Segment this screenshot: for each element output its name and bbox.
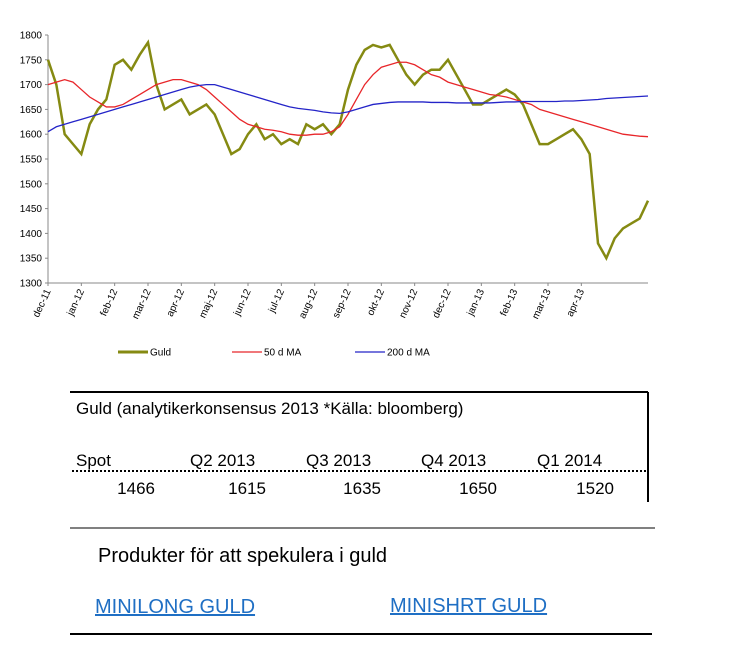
- x-tick-label: dec-11: [31, 287, 54, 319]
- x-tick-label: apr-13: [565, 287, 587, 318]
- x-tick-label: nov-12: [397, 287, 420, 320]
- y-tick-label: 1450: [20, 204, 43, 215]
- y-tick-label: 1350: [20, 254, 43, 265]
- x-tick-label: jun-12: [232, 287, 254, 318]
- x-tick-label: jan-13: [465, 287, 487, 318]
- x-tick-label: sep-12: [331, 287, 354, 320]
- column-header: Q2 2013: [190, 451, 255, 470]
- x-tick-label: feb-13: [498, 287, 520, 318]
- y-tick-label: 1550: [20, 155, 43, 166]
- x-tick-label: maj-12: [197, 287, 220, 320]
- products-heading: Produkter för att spekulera i guld: [98, 545, 387, 567]
- y-tick-label: 1300: [20, 279, 43, 290]
- y-tick-label: 1500: [20, 179, 43, 190]
- column-header: Q1 2014: [537, 451, 602, 470]
- table-title: Guld (analytikerkonsensus 2013 *Källa: b…: [76, 399, 463, 418]
- x-tick-label: mar-13: [530, 287, 554, 321]
- link[interactable]: MINISHRT GULD: [390, 595, 547, 617]
- series-line: [46, 39, 650, 262]
- y-tick-label: 1600: [20, 130, 43, 141]
- x-tick-label: jul-12: [266, 287, 287, 315]
- cell: 1520: [576, 479, 614, 498]
- x-tick-label: dec-12: [431, 287, 454, 320]
- series-line: [47, 83, 649, 133]
- x-tick-label: apr-12: [165, 287, 187, 318]
- column-header: Spot: [76, 451, 111, 470]
- legend-label: 50 d MA: [264, 348, 302, 359]
- x-tick-label: aug-12: [297, 287, 320, 320]
- cell: 1635: [343, 479, 381, 498]
- x-tick-label: okt-12: [365, 287, 387, 317]
- x-tick-label: mar-12: [130, 287, 154, 321]
- cell: 1650: [459, 479, 497, 498]
- cell: 1466: [117, 479, 155, 498]
- column-header: Q4 2013: [421, 451, 486, 470]
- y-tick-label: 1750: [20, 55, 43, 66]
- y-tick-label: 1800: [20, 31, 43, 42]
- cell: 1615: [228, 479, 266, 498]
- y-tick-label: 1650: [20, 105, 43, 116]
- y-tick-label: 1700: [20, 80, 43, 91]
- series-line: [47, 61, 649, 138]
- y-tick-label: 1400: [20, 229, 43, 240]
- column-header: Q3 2013: [306, 451, 371, 470]
- legend-label: 200 d MA: [387, 348, 430, 359]
- legend-label: Guld: [150, 348, 171, 359]
- link[interactable]: MINILONG GULD: [95, 596, 255, 618]
- x-tick-label: jan-12: [65, 287, 87, 318]
- x-tick-label: feb-12: [98, 287, 120, 318]
